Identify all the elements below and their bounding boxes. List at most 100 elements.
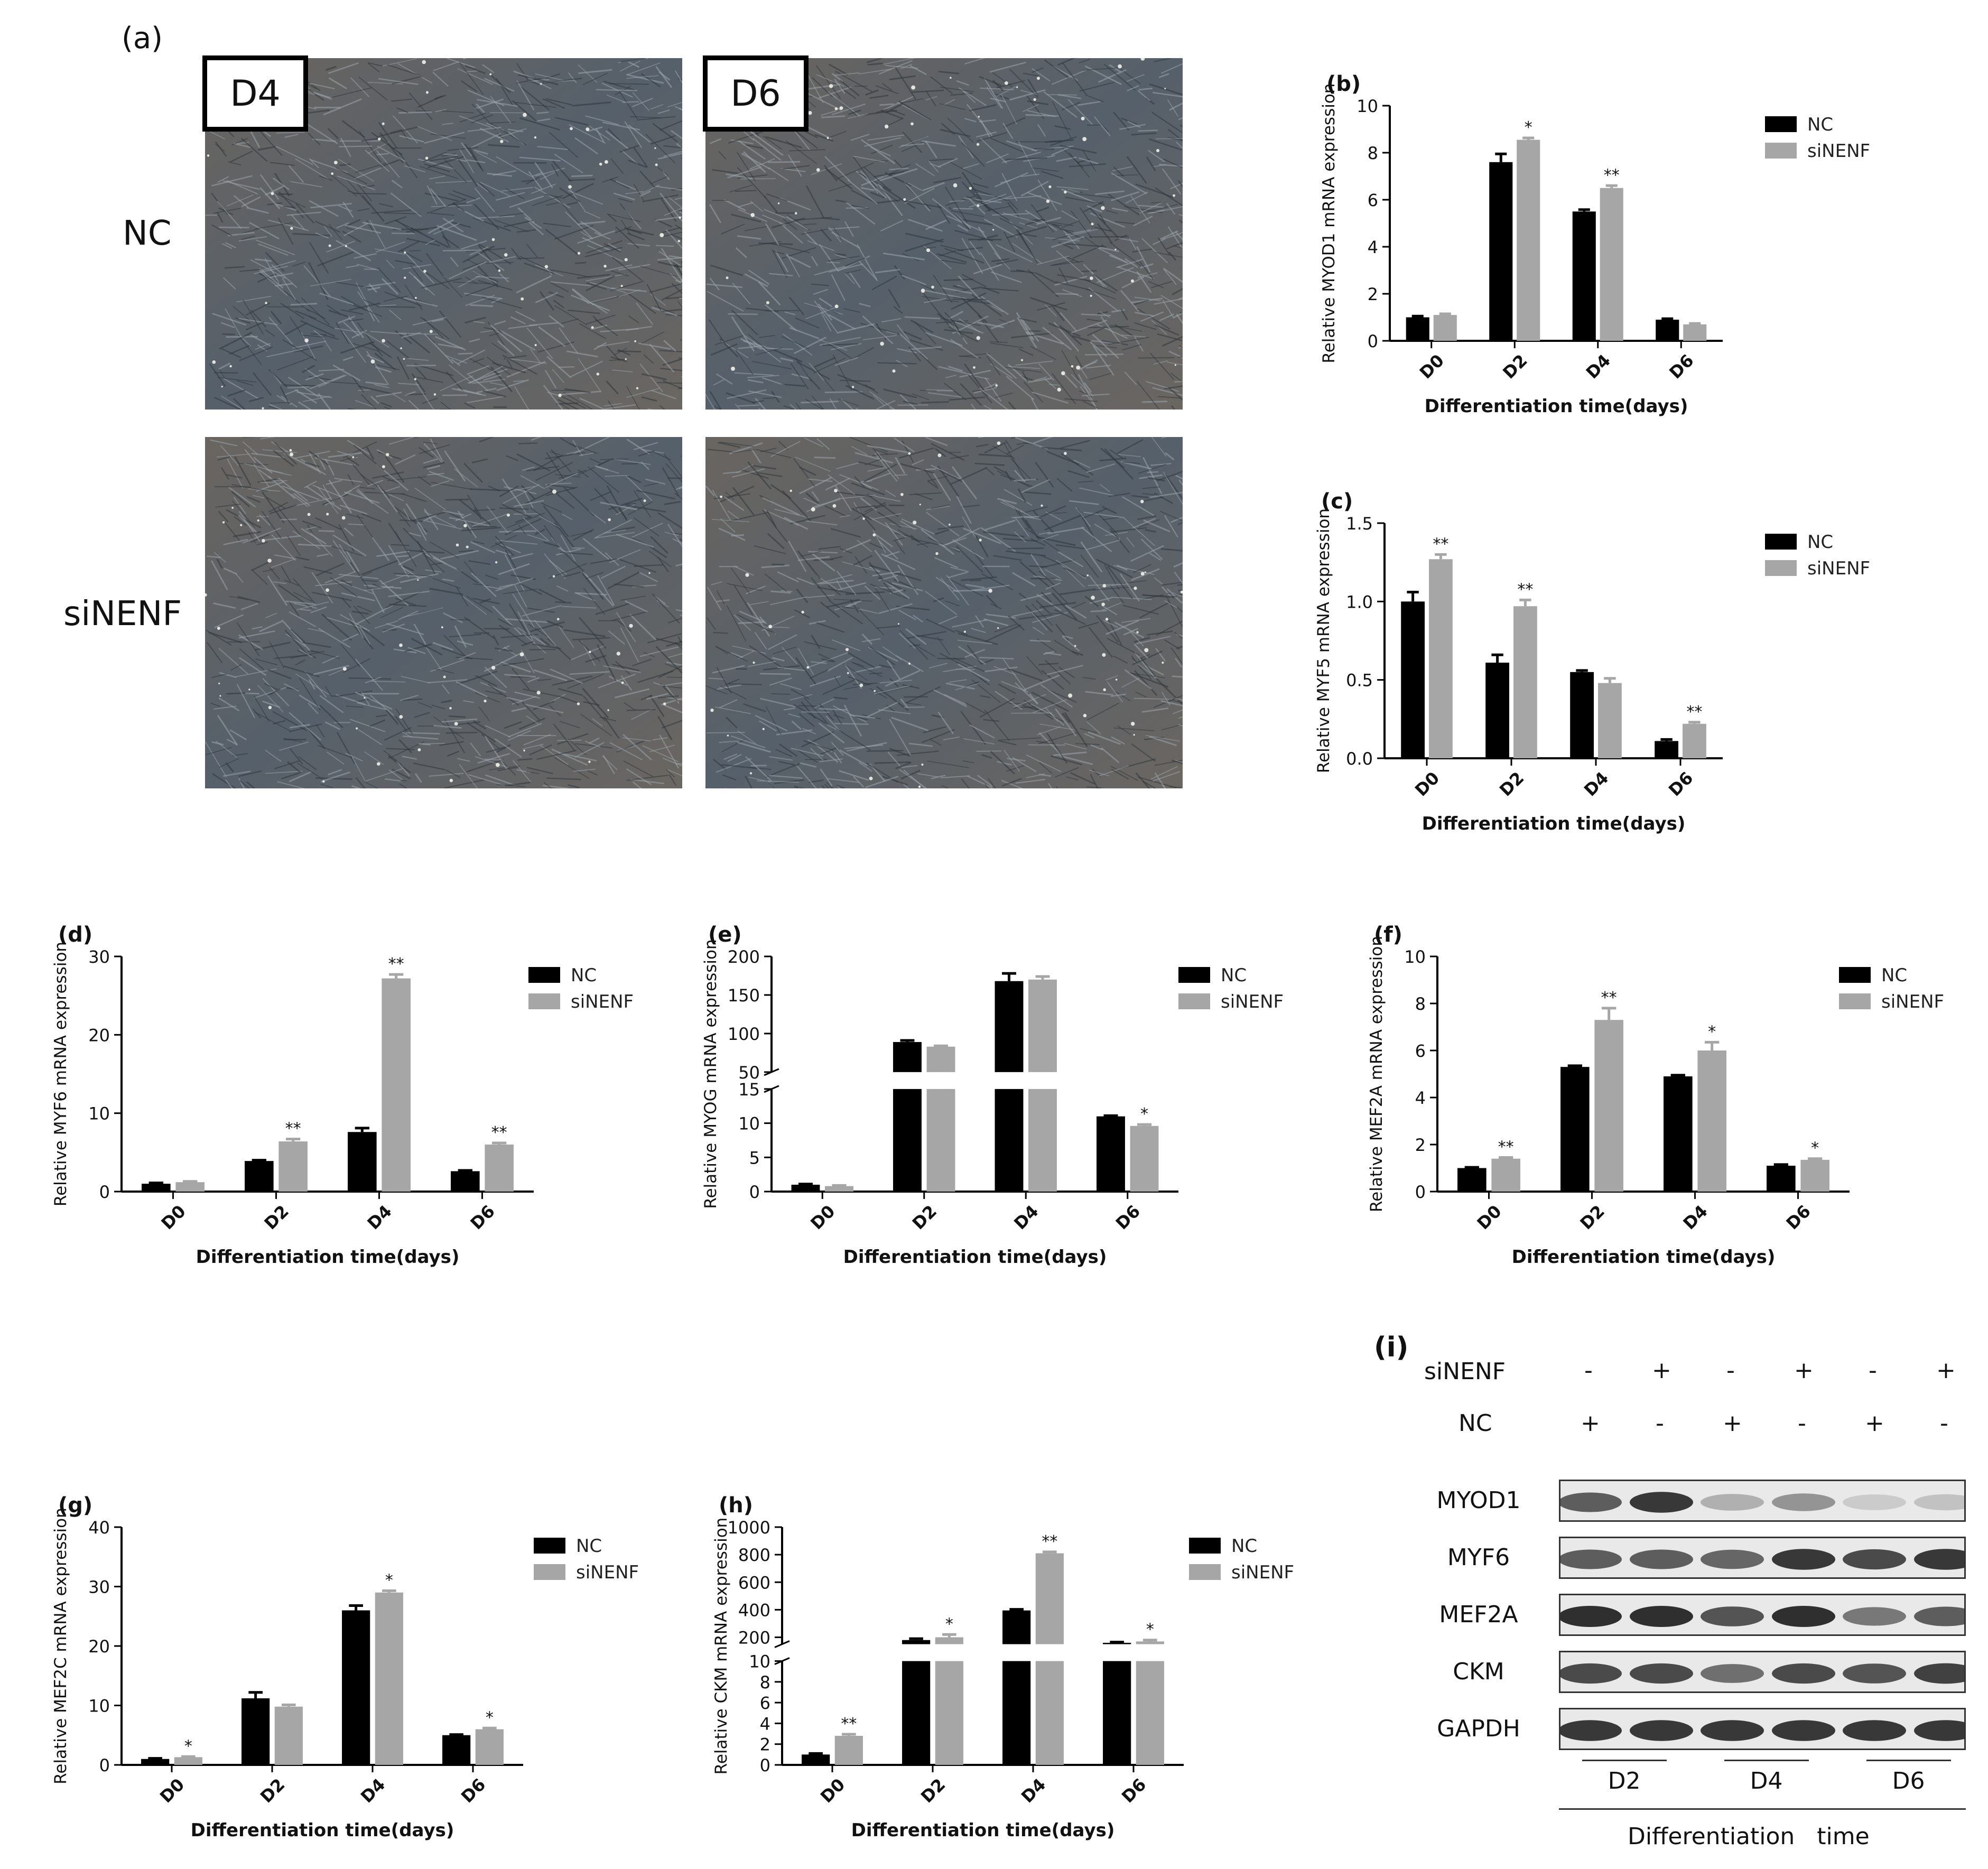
bar-nc-d4 <box>342 1610 370 1765</box>
x-tick-label: D2 <box>908 1201 941 1233</box>
y-tick-label: 0 <box>760 1755 770 1775</box>
bar-nc-d4 <box>1570 672 1594 758</box>
significance-mark: ** <box>1601 989 1617 1007</box>
y-tick-label: 0 <box>749 1182 760 1202</box>
legend-label-nc: NC <box>576 1536 602 1557</box>
panel-d-label: (d) <box>58 923 92 947</box>
x-tick-label: D4 <box>1010 1201 1042 1233</box>
bar-sinenf-d2-lower <box>935 1661 963 1765</box>
wb-band-lane <box>1843 1494 1906 1510</box>
y-tick-label: 2 <box>1415 1135 1426 1155</box>
significance-mark: ** <box>1433 535 1448 553</box>
x-axis-label: Differentiation time(days) <box>843 1247 1107 1268</box>
significance-mark: * <box>1525 118 1532 137</box>
bar-nc-d4-lower <box>1002 1661 1031 1765</box>
significance-mark: ** <box>1498 1138 1514 1156</box>
x-tick-label: D2 <box>1495 768 1528 800</box>
bar-nc-d0 <box>141 1759 170 1765</box>
wb-sinenf-sign: - <box>1584 1357 1593 1384</box>
x-tick-label: D4 <box>1582 350 1614 383</box>
wb-band-lane <box>1630 1549 1693 1569</box>
y-tick-label: 600 <box>738 1573 770 1593</box>
wb-sinenf-sign: - <box>1869 1357 1877 1384</box>
y-tick-label: 10 <box>88 1696 110 1716</box>
panel-e-label: (e) <box>708 923 742 947</box>
bar-nc-d0 <box>142 1184 171 1192</box>
x-tick-label: D4 <box>364 1201 396 1233</box>
bar-nc-d6 <box>1767 1166 1796 1192</box>
bar-nc-d6 <box>442 1735 471 1765</box>
bar-nc-d4 <box>995 981 1024 1072</box>
bar-sinenf-d2 <box>278 1141 308 1192</box>
x-tick-label: D6 <box>1118 1774 1150 1807</box>
wb-xlabel: Differentiation time <box>1628 1823 1870 1850</box>
chart-f-mef2a: (f) 0 2 4 6 8 10 ** D0 ** D2 * D4 * D6 Differentiation … <box>1367 923 1944 1268</box>
wb-band-label-myf6: MYF6 <box>1447 1544 1510 1571</box>
x-tick-label: D0 <box>156 1774 188 1807</box>
micrograph-sinenf-d6 <box>705 437 1183 788</box>
bar-sinenf-d2 <box>935 1637 963 1644</box>
bar-sinenf-d0 <box>174 1757 202 1765</box>
legend-label-nc: NC <box>571 965 597 986</box>
significance-mark: ** <box>1604 166 1620 184</box>
legend-swatch-nc <box>1765 534 1797 550</box>
y-tick-label: 4 <box>1415 1088 1426 1108</box>
day-label-d6: D6 <box>703 55 809 132</box>
bar-sinenf-d4 <box>1028 979 1057 1072</box>
wb-band-lane <box>1914 1549 1964 1570</box>
legend-swatch-sinenf <box>534 1564 565 1580</box>
x-axis-label: Differentiation time(days) <box>196 1247 460 1268</box>
bar-nc-d0 <box>1457 1168 1487 1192</box>
legend-swatch-nc <box>1189 1538 1221 1554</box>
x-tick-label: D6 <box>457 1774 489 1807</box>
wb-nc-sign: + <box>1723 1410 1742 1437</box>
x-tick-label: D0 <box>806 1201 839 1233</box>
x-tick-label: D4 <box>357 1774 389 1807</box>
wb-row-nc: NC <box>1459 1410 1492 1437</box>
bar-sinenf-d2 <box>274 1706 303 1765</box>
x-tick-label: D2 <box>261 1201 293 1233</box>
legend-label-nc: NC <box>1807 532 1833 553</box>
legend-swatch-nc <box>1839 967 1871 983</box>
wb-band-ckm <box>1559 1651 1966 1693</box>
x-tick-label: D2 <box>1499 350 1531 383</box>
wb-band-label-gapdh: GAPDH <box>1437 1715 1520 1742</box>
significance-mark: * <box>1708 1022 1716 1041</box>
wb-band-lane <box>1772 1493 1835 1511</box>
x-tick-label: D0 <box>1411 768 1443 800</box>
wb-band-lane <box>1914 1606 1964 1626</box>
wb-nc-sign: - <box>1940 1410 1948 1437</box>
y-tick-label: 200 <box>728 947 760 967</box>
bar-sinenf-d0 <box>1429 559 1453 758</box>
bar-sinenf-d2 <box>926 1046 955 1072</box>
wb-nc-sign: + <box>1865 1410 1884 1437</box>
y-tick-label: 0 <box>99 1182 110 1202</box>
legend-label-sinenf: siNENF <box>576 1562 639 1583</box>
bar-nc-d2 <box>245 1161 274 1192</box>
wb-band-lane <box>1560 1549 1622 1569</box>
row-label-nc: NC <box>123 214 172 253</box>
legend-swatch-sinenf <box>528 993 560 1009</box>
legend-swatch-sinenf <box>1839 993 1871 1009</box>
bar-nc-d2 <box>1560 1067 1590 1192</box>
significance-mark: ** <box>491 1123 507 1142</box>
y-tick-label: 400 <box>738 1600 770 1620</box>
y-tick-label: 1000 <box>728 1518 770 1538</box>
wb-band-lane <box>1772 1720 1835 1741</box>
legend-label-nc: NC <box>1881 965 1907 986</box>
micrograph-nc-d6 <box>705 58 1183 410</box>
x-tick-label: D0 <box>1416 350 1448 383</box>
y-tick-label: 0.5 <box>1346 671 1373 691</box>
panel-g-label: (g) <box>58 1493 92 1518</box>
wb-band-label-mef2a: MEF2A <box>1439 1601 1518 1628</box>
panel-a-label: (a) <box>122 21 163 55</box>
wb-sinenf-sign: - <box>1726 1357 1735 1384</box>
wb-band-lane <box>1630 1492 1693 1513</box>
wb-band-lane <box>1772 1606 1835 1627</box>
bar-sinenf-d2-lower <box>926 1089 955 1192</box>
x-tick-label: D6 <box>1782 1201 1815 1233</box>
wb-band-lane <box>1630 1663 1693 1684</box>
